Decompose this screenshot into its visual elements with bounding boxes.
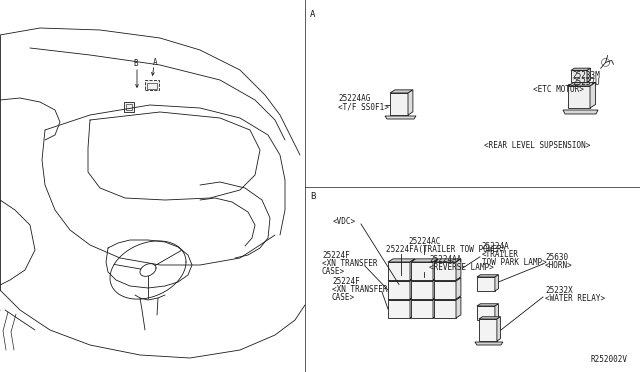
Bar [399,106,404,114]
Text: CASE>: CASE> [322,267,345,276]
Text: <HORN>: <HORN> [545,261,573,270]
Polygon shape [563,110,598,114]
Polygon shape [495,275,499,291]
Polygon shape [388,300,410,318]
Text: 25237U: 25237U [572,78,600,87]
Bar [124,102,134,112]
Polygon shape [434,259,461,262]
Polygon shape [388,278,415,281]
Polygon shape [434,300,456,318]
Text: B: B [310,192,316,201]
Text: TOW PARK LAMP>: TOW PARK LAMP> [482,258,547,267]
Polygon shape [477,275,499,277]
Polygon shape [456,297,461,318]
Text: <TRAILER: <TRAILER [482,250,519,259]
Polygon shape [434,278,461,281]
Text: <XN TRANSFER: <XN TRANSFER [332,285,387,294]
Polygon shape [433,278,438,299]
Text: B: B [134,58,138,67]
Polygon shape [479,319,497,341]
Polygon shape [477,304,499,306]
Polygon shape [568,86,590,108]
Polygon shape [571,68,591,70]
Polygon shape [497,317,500,341]
Polygon shape [587,68,591,83]
Polygon shape [411,259,438,262]
Text: <WATER RELAY>: <WATER RELAY> [545,294,605,303]
Text: R252002V: R252002V [591,355,628,364]
Polygon shape [411,300,433,318]
Polygon shape [388,259,415,262]
Polygon shape [568,83,596,86]
Bar [145,80,159,90]
Text: <REVERSE LAMP>: <REVERSE LAMP> [429,263,494,272]
Text: 25224F: 25224F [322,251,349,260]
Text: 25630: 25630 [545,253,568,262]
Bar [147,83,157,89]
Text: <VDC>: <VDC> [333,217,356,226]
Text: 25224F: 25224F [332,277,360,286]
Text: 25233M: 25233M [572,71,600,80]
Polygon shape [433,297,438,318]
Polygon shape [479,317,500,319]
Polygon shape [390,93,408,115]
Bar [392,106,397,114]
Polygon shape [434,262,456,280]
Text: <REAR LEVEL SUPSENSION>: <REAR LEVEL SUPSENSION> [484,141,590,150]
Polygon shape [434,281,456,299]
Polygon shape [456,259,461,280]
Polygon shape [411,278,438,281]
Text: 25224FA(TRAILER TOW POWER): 25224FA(TRAILER TOW POWER) [386,245,506,254]
Polygon shape [410,278,415,299]
Polygon shape [433,259,438,280]
Text: 25224AG: 25224AG [338,94,371,103]
Polygon shape [411,262,433,280]
Polygon shape [388,262,410,280]
Polygon shape [390,90,413,93]
Text: <T/F SS0F1>: <T/F SS0F1> [338,102,389,111]
Polygon shape [410,297,415,318]
Polygon shape [456,278,461,299]
Text: <ETC MOTOR>: <ETC MOTOR> [533,85,584,94]
Polygon shape [475,342,503,345]
Polygon shape [495,304,499,320]
Polygon shape [385,116,416,119]
Text: <XN TRANSFER: <XN TRANSFER [322,259,378,268]
Text: A: A [153,58,157,67]
Bar [126,104,132,110]
Polygon shape [434,297,461,300]
Polygon shape [410,259,415,280]
Polygon shape [388,297,415,300]
Polygon shape [408,90,413,115]
Text: CASE>: CASE> [332,293,355,302]
Polygon shape [477,306,495,320]
Text: A: A [310,10,316,19]
Text: 25224AC: 25224AC [408,237,440,246]
Text: 25232X: 25232X [545,286,573,295]
Polygon shape [571,70,587,83]
Polygon shape [477,277,495,291]
Polygon shape [590,83,596,108]
Polygon shape [411,281,433,299]
Text: 25224A: 25224A [482,242,509,251]
Polygon shape [411,297,438,300]
Polygon shape [388,281,410,299]
Text: 25224AA: 25224AA [429,255,462,264]
